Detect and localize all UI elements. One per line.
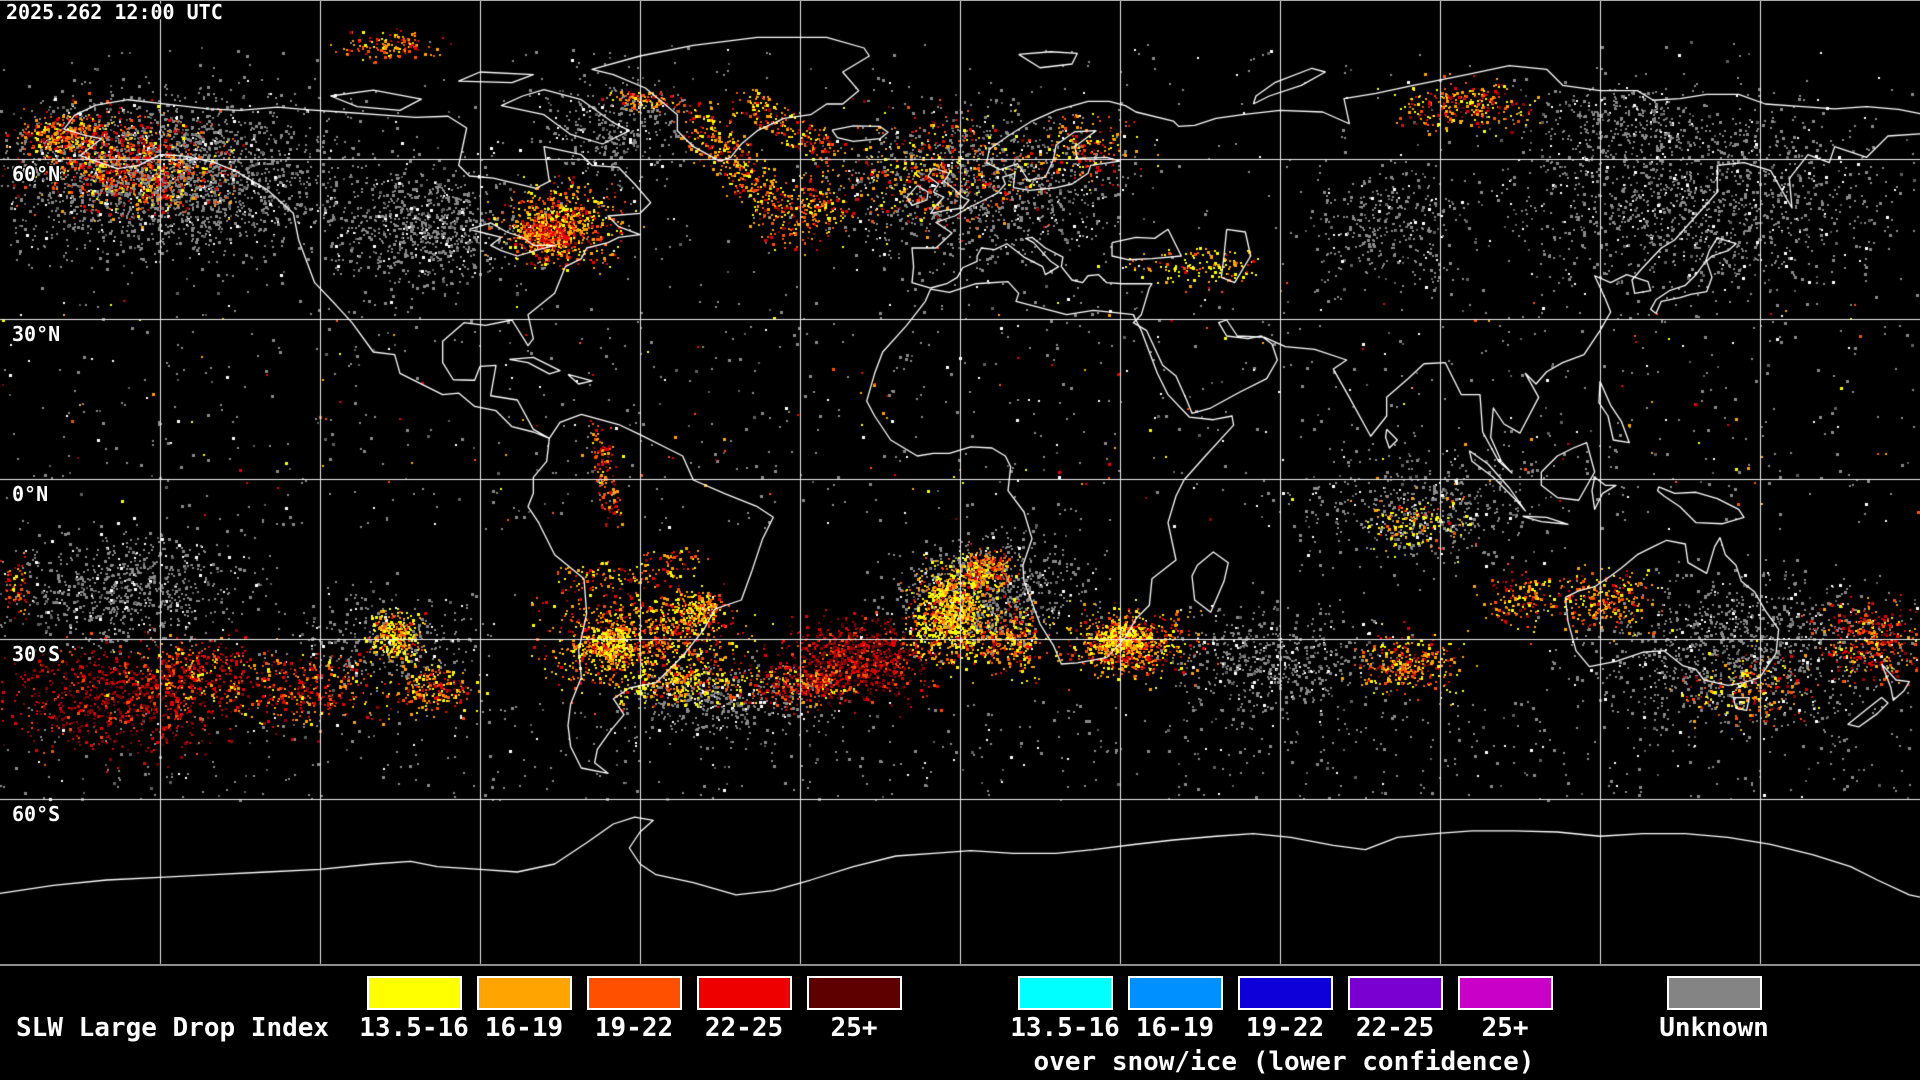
lat-label: 30°N — [12, 322, 61, 346]
legend-snow-note: over snow/ice (lower confidence) — [1033, 1047, 1535, 1077]
legend-class-label: 13.5-16 — [359, 1013, 469, 1043]
legend-swatch — [1018, 976, 1113, 1010]
legend-title: SLW Large Drop Index — [16, 1013, 330, 1043]
legend-swatch — [697, 976, 792, 1010]
legend-swatch — [1667, 976, 1762, 1010]
lat-label: 30°S — [12, 642, 61, 666]
legend-class-label: 22-25 — [704, 1013, 784, 1043]
legend-class-label: 13.5-16 — [1010, 1013, 1120, 1043]
timestamp-label: 2025.262 12:00 UTC — [6, 0, 223, 24]
legend-class-label: 25+ — [830, 1013, 878, 1043]
legend-swatch — [1128, 976, 1223, 1010]
legend-swatch — [1238, 976, 1333, 1010]
legend-swatch — [807, 976, 902, 1010]
lat-label: 0°N — [12, 482, 49, 506]
legend-swatch — [1348, 976, 1443, 1010]
legend-class-label: 16-19 — [1135, 1013, 1215, 1043]
legend-class-label: 16-19 — [484, 1013, 564, 1043]
legend-class-label: 19-22 — [594, 1013, 674, 1043]
legend-class-label: Unknown — [1659, 1013, 1769, 1043]
legend-class-label: 22-25 — [1355, 1013, 1435, 1043]
top-border-line — [0, 0, 1920, 1]
lat-label: 60°N — [12, 162, 61, 186]
legend-swatch — [367, 976, 462, 1010]
legend-swatch — [1458, 976, 1553, 1010]
lat-label: 60°S — [12, 802, 61, 826]
legend-class-label: 25+ — [1481, 1013, 1529, 1043]
map-legend-separator — [0, 964, 1920, 966]
legend-class-label: 19-22 — [1245, 1013, 1325, 1043]
legend-swatch — [587, 976, 682, 1010]
legend-swatch — [477, 976, 572, 1010]
